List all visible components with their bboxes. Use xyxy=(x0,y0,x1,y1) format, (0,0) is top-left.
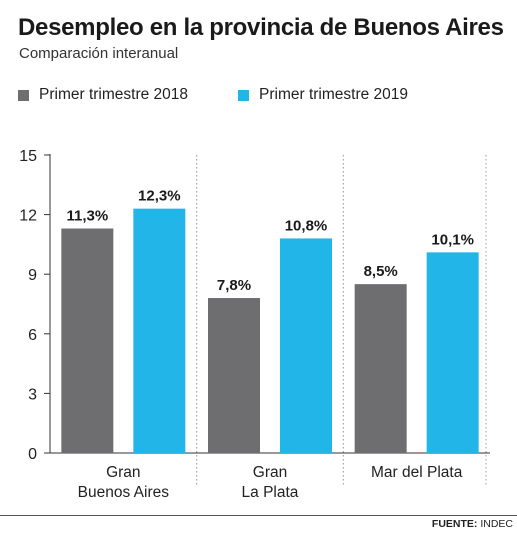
bar xyxy=(426,252,479,453)
data-label: 7,8% xyxy=(217,277,251,294)
x-tick-label: Buenos Aires xyxy=(78,484,170,501)
y-tick-label: 3 xyxy=(28,386,37,403)
bar xyxy=(208,298,260,453)
data-label: 8,5% xyxy=(364,263,398,280)
legend-item-2019: Primer trimestre 2019 xyxy=(238,86,408,104)
legend-swatch-2019 xyxy=(238,89,249,101)
x-tick-label: La Plata xyxy=(242,484,299,501)
source-credit: FUENTE: INDEC xyxy=(432,518,513,530)
x-tick-label: Mar del Plata xyxy=(371,464,463,481)
legend-item-2018: Primer trimestre 2018 xyxy=(18,86,188,104)
chart-subtitle: Comparación interanual xyxy=(19,45,179,62)
data-label: 12,3% xyxy=(138,188,181,205)
x-tick-label: Gran xyxy=(253,464,287,481)
y-tick-label: 0 xyxy=(28,446,37,463)
bar xyxy=(133,208,186,453)
source-value: INDEC xyxy=(480,518,513,530)
bar xyxy=(280,238,332,453)
legend-label-2018: Primer trimestre 2018 xyxy=(39,86,189,103)
chart-title: Desempleo en la provincia de Buenos Aire… xyxy=(18,14,504,41)
bar xyxy=(61,228,114,453)
data-label: 10,8% xyxy=(285,217,328,234)
source-label: FUENTE: xyxy=(431,518,478,530)
y-tick-label: 6 xyxy=(28,327,37,344)
y-tick-label: 12 xyxy=(19,208,37,225)
y-tick-label: 9 xyxy=(28,267,37,284)
legend-label-2019: Primer trimestre 2019 xyxy=(259,86,409,103)
footer-rule xyxy=(0,515,517,516)
data-label: 11,3% xyxy=(66,208,108,225)
y-tick-label: 15 xyxy=(19,148,37,165)
x-tick-label: Gran xyxy=(106,464,140,481)
legend-swatch-2018 xyxy=(18,89,29,101)
data-label: 10,1% xyxy=(431,231,474,248)
bar xyxy=(354,284,407,453)
